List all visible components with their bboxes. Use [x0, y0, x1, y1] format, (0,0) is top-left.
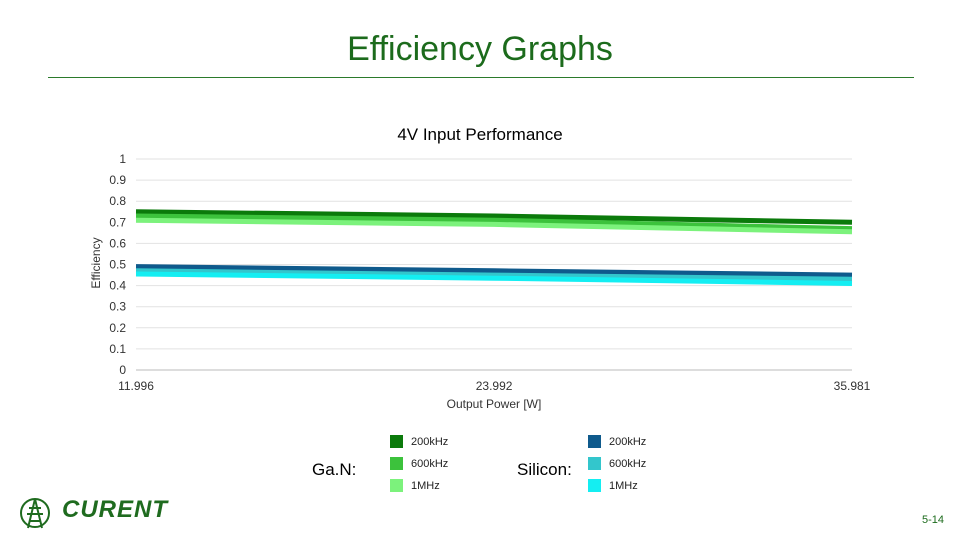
x-tick-label: 23.992 [476, 379, 513, 393]
x-axis-ticks: 11.996 23.992 35.981 [118, 379, 871, 393]
y-tick-label: 0.1 [109, 342, 126, 356]
legend-item-label: 1MHz [609, 479, 638, 492]
legend-item-label: 600kHz [411, 457, 449, 470]
legend-swatch [588, 479, 601, 492]
y-axis-label: Efficiency [89, 237, 103, 288]
curent-logo: CURENT [18, 494, 168, 534]
y-tick-label: 0.8 [109, 194, 126, 208]
page-number: 5-14 [921, 514, 944, 526]
legend-silicon-label: Silicon: [517, 460, 572, 479]
legend-swatch [390, 479, 403, 492]
legend-item-silicon-1mhz: 1MHz [588, 479, 638, 492]
legend-item-gan-600khz: 600kHz [390, 457, 448, 470]
series-line-5 [135, 268, 853, 282]
legend-swatch [390, 435, 403, 448]
slide-title: Efficiency Graphs [347, 30, 613, 68]
y-tick-label: 0.7 [109, 215, 126, 229]
series-line-1 [135, 209, 853, 225]
grid-lines [136, 158, 852, 371]
y-tick-label: 0.6 [109, 236, 126, 250]
y-tick-label: 0.4 [109, 279, 126, 293]
legend-item-silicon-200khz: 200kHz [588, 435, 646, 448]
title-divider [48, 77, 914, 78]
series-line-3 [135, 217, 853, 235]
legend-swatch [390, 457, 403, 470]
legend-gan-label: Ga.N: [312, 460, 357, 479]
y-tick-label: 0.3 [109, 300, 126, 314]
legend-item-label: 200kHz [411, 435, 449, 448]
y-axis-ticks: 0 0.1 0.2 0.3 0.4 0.5 0.6 0.7 0.8 0.9 1 [109, 152, 126, 377]
x-tick-label: 11.996 [118, 379, 154, 393]
series-line-6 [135, 271, 853, 286]
legend-swatch [588, 435, 601, 448]
tower-icon [20, 498, 50, 529]
series-line-2 [135, 213, 853, 232]
legend-item-silicon-600khz: 600kHz [588, 457, 646, 470]
series-lines [135, 209, 853, 286]
legend-item-label: 200kHz [609, 435, 647, 448]
series-line-4 [135, 264, 853, 278]
y-tick-label: 1 [119, 152, 126, 166]
legend-swatch [588, 457, 601, 470]
y-tick-label: 0.9 [109, 173, 126, 187]
legend-item-gan-1mhz: 1MHz [390, 479, 440, 492]
chart-title: 4V Input Performance [397, 125, 562, 144]
logo-text: CURENT [62, 496, 168, 523]
legend-item-gan-200khz: 200kHz [390, 435, 448, 448]
y-tick-label: 0.2 [109, 321, 126, 335]
y-tick-label: 0 [119, 363, 126, 377]
y-tick-label: 0.5 [109, 258, 126, 272]
legend-item-label: 1MHz [411, 479, 440, 492]
x-tick-label: 35.981 [834, 379, 871, 393]
x-axis-label: Output Power [W] [447, 397, 542, 411]
legend-item-label: 600kHz [609, 457, 647, 470]
